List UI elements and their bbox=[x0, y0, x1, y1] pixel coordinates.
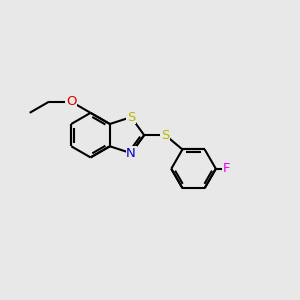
Text: F: F bbox=[223, 162, 230, 175]
Text: N: N bbox=[126, 147, 136, 160]
Text: S: S bbox=[127, 111, 135, 124]
Text: S: S bbox=[161, 129, 170, 142]
Text: O: O bbox=[66, 95, 76, 108]
